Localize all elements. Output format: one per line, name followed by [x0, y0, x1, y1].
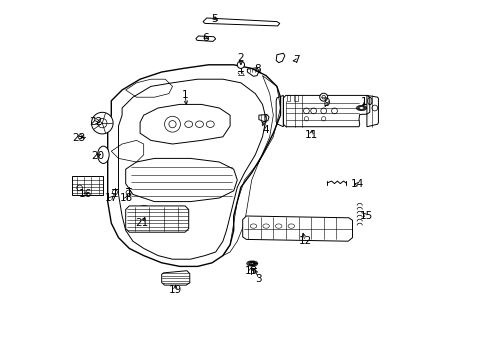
Text: 12: 12 [298, 236, 311, 246]
Text: 20: 20 [91, 150, 104, 161]
Text: 11: 11 [304, 130, 317, 140]
Text: 19: 19 [168, 285, 182, 295]
Text: 18: 18 [120, 193, 133, 203]
Text: 5: 5 [211, 14, 218, 24]
Text: 17: 17 [104, 193, 118, 203]
Polygon shape [242, 216, 352, 241]
Ellipse shape [98, 146, 109, 163]
Text: 9: 9 [323, 98, 329, 108]
Text: 1: 1 [182, 90, 188, 100]
Ellipse shape [184, 121, 192, 127]
Text: 3: 3 [255, 274, 262, 284]
Text: 14: 14 [350, 179, 364, 189]
Circle shape [319, 93, 327, 101]
Polygon shape [162, 271, 189, 285]
Polygon shape [140, 104, 230, 144]
Polygon shape [107, 65, 280, 266]
Text: 6: 6 [202, 33, 209, 43]
Polygon shape [125, 206, 188, 232]
FancyBboxPatch shape [72, 176, 103, 195]
Text: 13: 13 [244, 266, 257, 276]
Text: 2: 2 [237, 53, 244, 63]
Text: 16: 16 [79, 189, 92, 199]
Circle shape [135, 208, 155, 228]
Text: 23: 23 [72, 132, 85, 143]
Ellipse shape [195, 121, 203, 127]
Circle shape [164, 116, 180, 132]
Circle shape [91, 112, 113, 134]
Polygon shape [283, 95, 369, 127]
Circle shape [237, 61, 244, 68]
Ellipse shape [206, 121, 214, 127]
Text: 15: 15 [359, 211, 372, 221]
Text: 21: 21 [135, 218, 148, 228]
Text: 4: 4 [262, 125, 269, 135]
Text: 7: 7 [293, 55, 300, 66]
Text: 10: 10 [360, 96, 373, 107]
Text: 22: 22 [89, 117, 102, 127]
Text: 8: 8 [254, 64, 261, 74]
